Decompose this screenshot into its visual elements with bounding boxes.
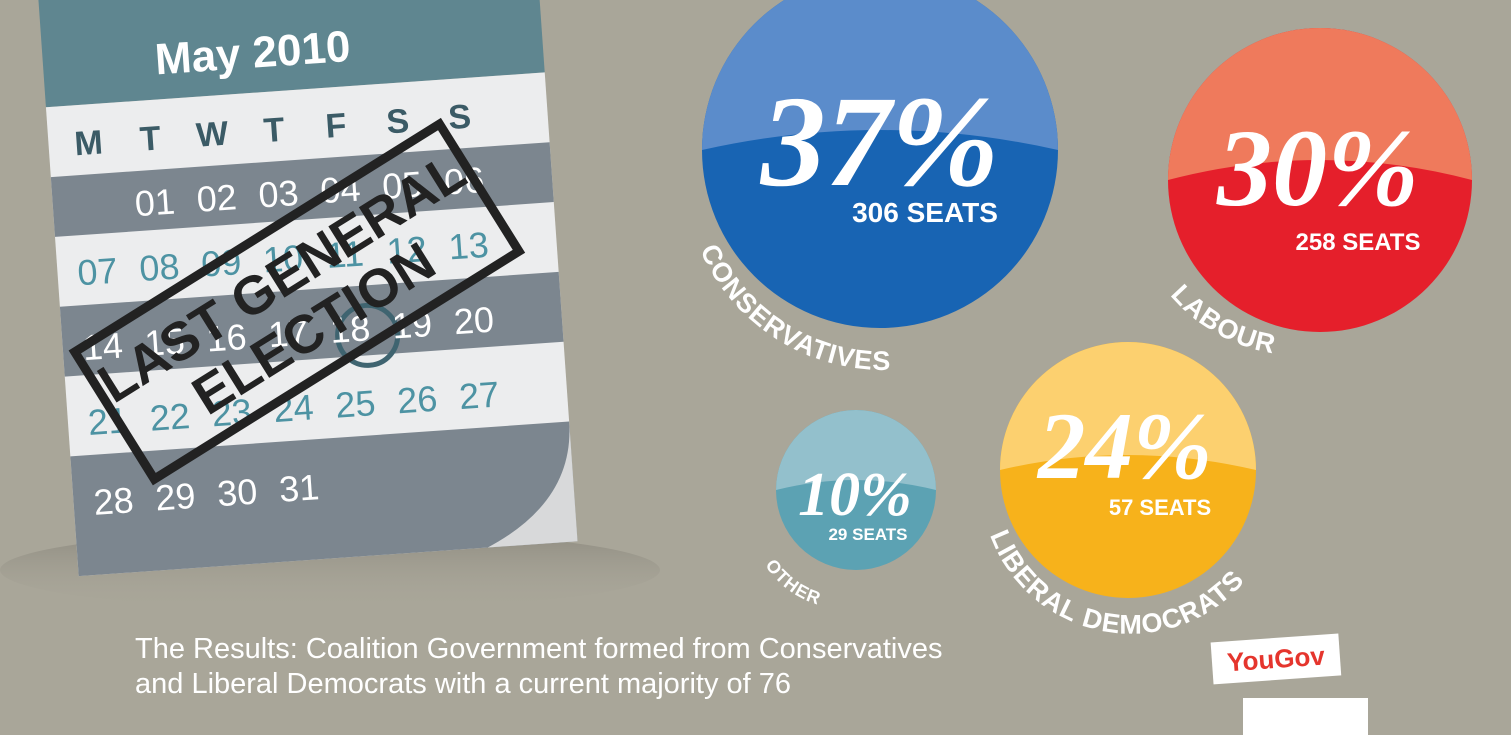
white-tab <box>1243 698 1368 735</box>
party-name: OTHER <box>762 555 824 608</box>
seats: 258 SEATS <box>1296 229 1421 256</box>
footer-text: and Liberal Democrats with a current maj… <box>135 668 791 700</box>
weekday: F <box>324 106 347 145</box>
weekday: W <box>195 115 231 155</box>
weekday: T <box>262 111 286 150</box>
infographic: May 2010 MTWTFSS010203040506070809101112… <box>0 0 1511 735</box>
weekday: S <box>385 102 410 141</box>
page: May 2010 MTWTFSS010203040506070809101112… <box>0 0 1511 735</box>
day: 07 <box>76 250 119 294</box>
share: 30% <box>1216 107 1419 229</box>
day: 13 <box>447 224 490 268</box>
day: 02 <box>195 176 238 220</box>
seats: 57 SEATS <box>1109 495 1211 520</box>
day: 01 <box>133 181 176 225</box>
day: 27 <box>458 373 501 417</box>
day: 22 <box>148 395 191 439</box>
weekday: T <box>139 119 163 158</box>
day: 28 <box>92 479 135 523</box>
day: 03 <box>257 172 300 216</box>
share: 37% <box>759 70 999 214</box>
day: 20 <box>452 299 495 343</box>
day: 25 <box>334 382 377 426</box>
day: 31 <box>278 466 321 510</box>
day: 29 <box>154 475 197 519</box>
day: 30 <box>216 470 259 514</box>
seats: 306 SEATS <box>852 197 998 228</box>
party-name: OTHER <box>762 555 824 608</box>
seats: 29 SEATS <box>828 525 907 544</box>
day: 26 <box>396 378 439 422</box>
weekday: S <box>447 98 472 137</box>
logo: YouGov <box>1211 634 1342 685</box>
weekday: M <box>73 123 104 163</box>
share: 10% <box>798 461 912 529</box>
footer-text: The Results: Coalition Government formed… <box>135 633 942 665</box>
day: 08 <box>138 245 181 289</box>
share: 24% <box>1036 393 1212 499</box>
